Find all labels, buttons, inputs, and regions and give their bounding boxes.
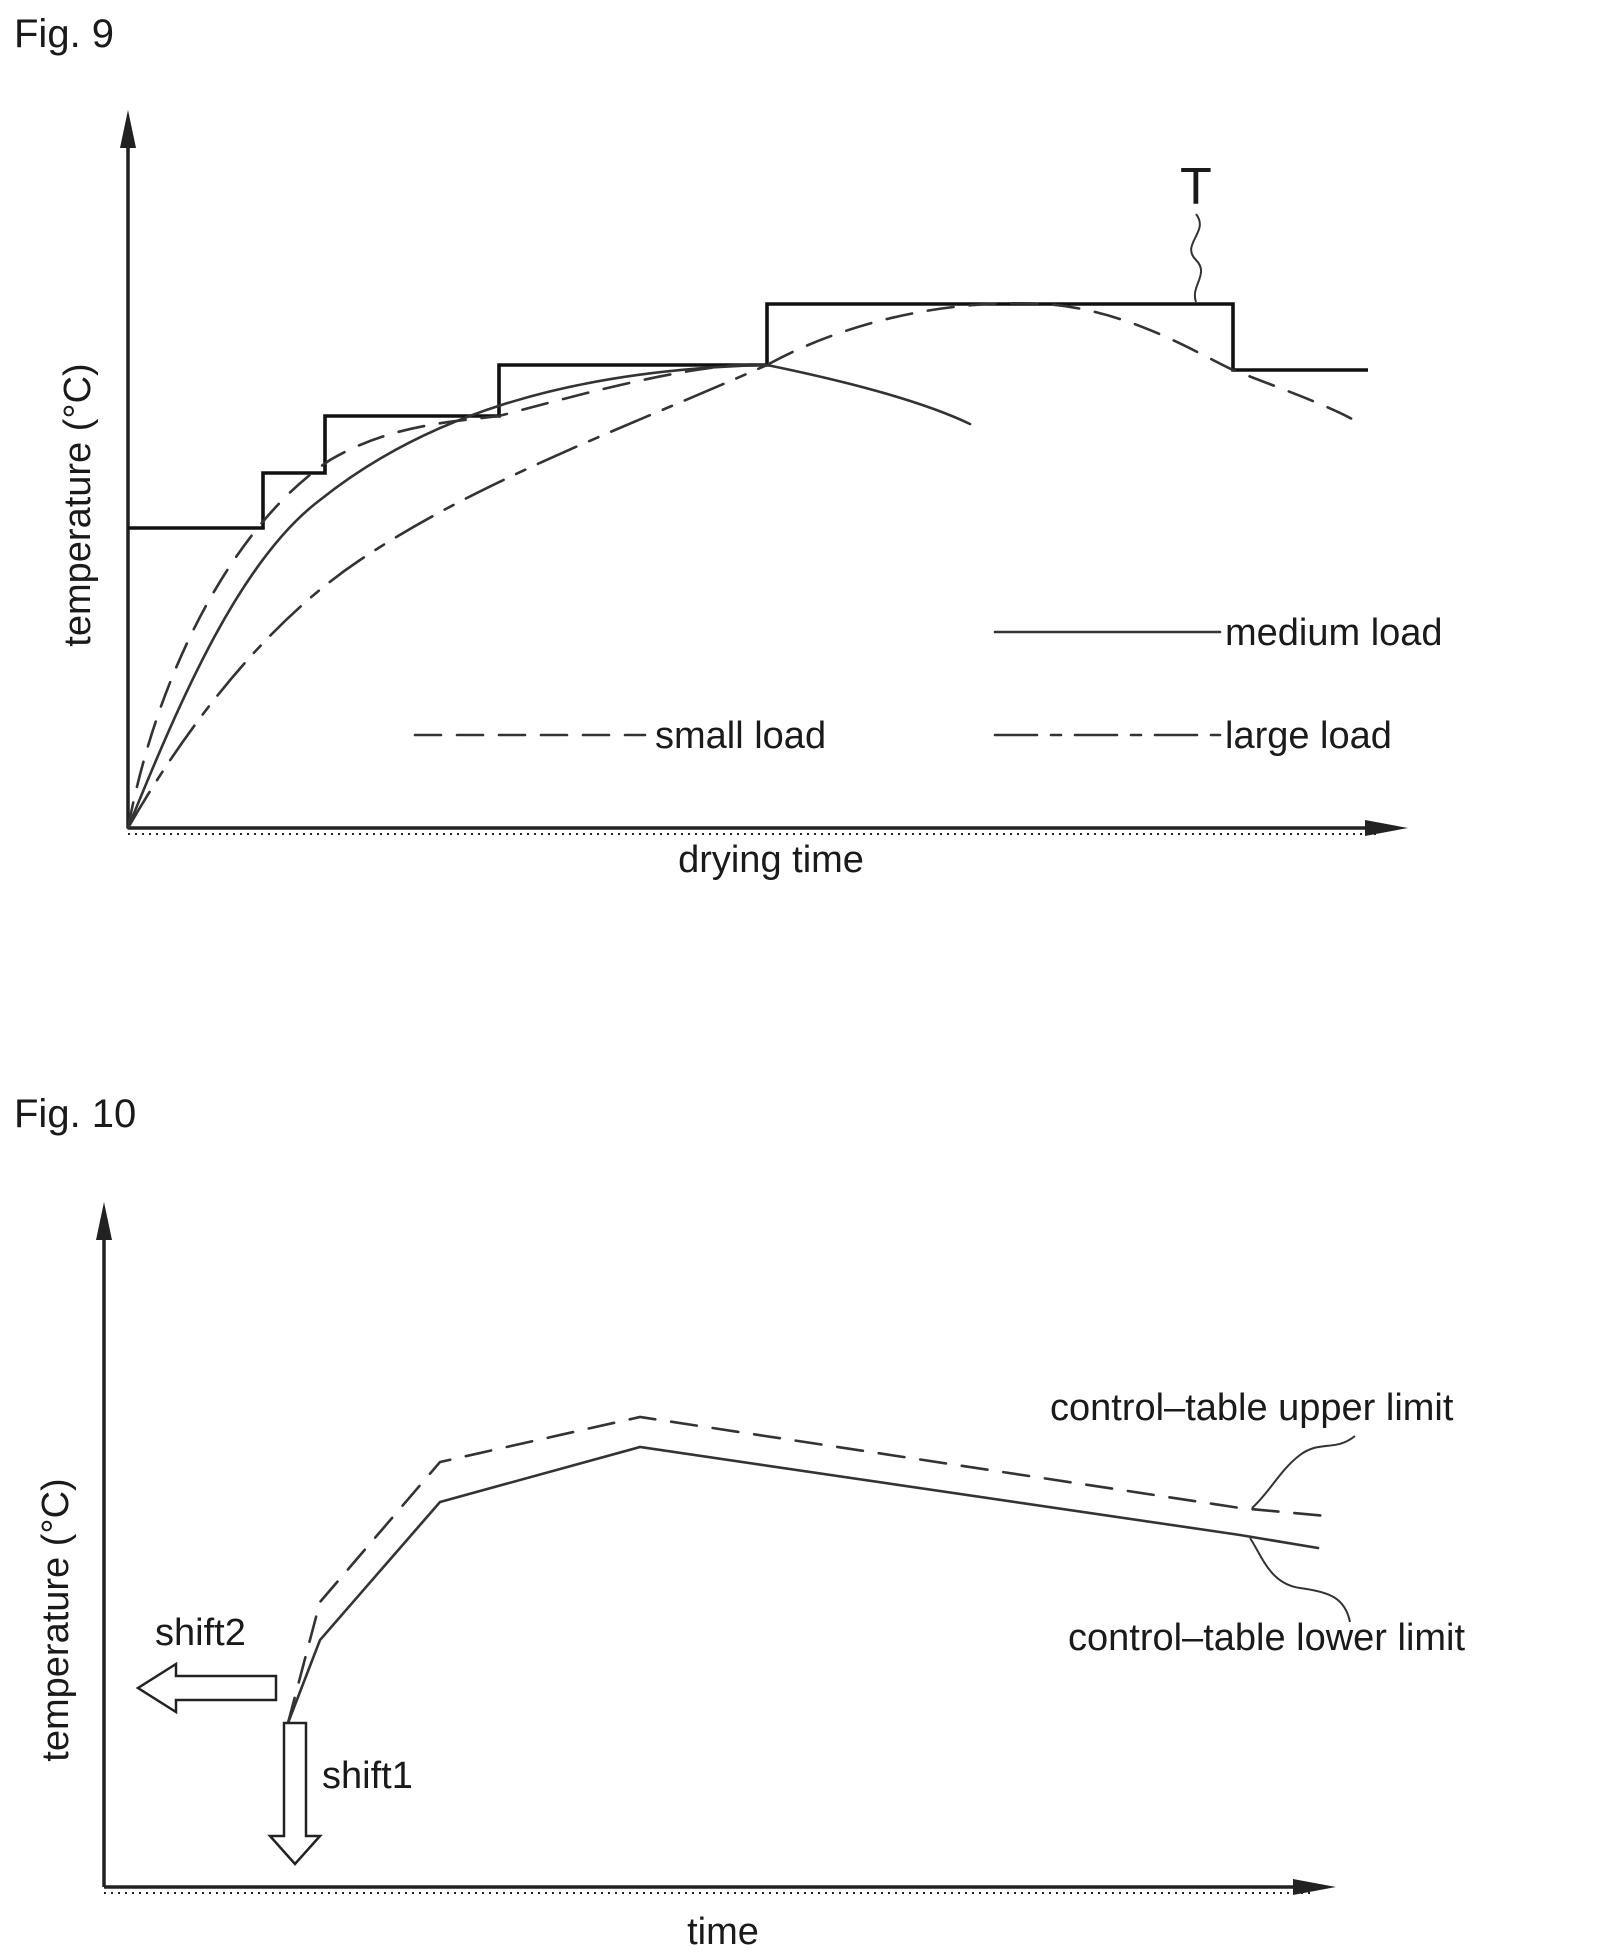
fig10-shift1-arrow (270, 1723, 320, 1864)
fig10-x-axis-arrowhead (1293, 1879, 1336, 1895)
fig10-lower-limit-line (288, 1447, 1318, 1723)
fig10-shift2-label: shift2 (155, 1612, 246, 1654)
fig10-lower-limit-label: control–table lower limit (1068, 1617, 1465, 1659)
fig10-shift2-arrow (138, 1664, 276, 1712)
fig10-lower-limit-leader (1250, 1538, 1350, 1622)
fig10-upper-limit-line (288, 1417, 1326, 1723)
fig10-upper-limit-label: control–table upper limit (1050, 1387, 1454, 1429)
fig10-y-axis-label: temperature (°C) (35, 1478, 77, 1761)
fig10-shift1-label: shift1 (322, 1755, 413, 1797)
fig10-x-axis-label: time (687, 1911, 759, 1952)
fig10-y-axis-arrowhead (96, 1202, 112, 1240)
fig10-upper-limit-leader (1252, 1436, 1355, 1508)
